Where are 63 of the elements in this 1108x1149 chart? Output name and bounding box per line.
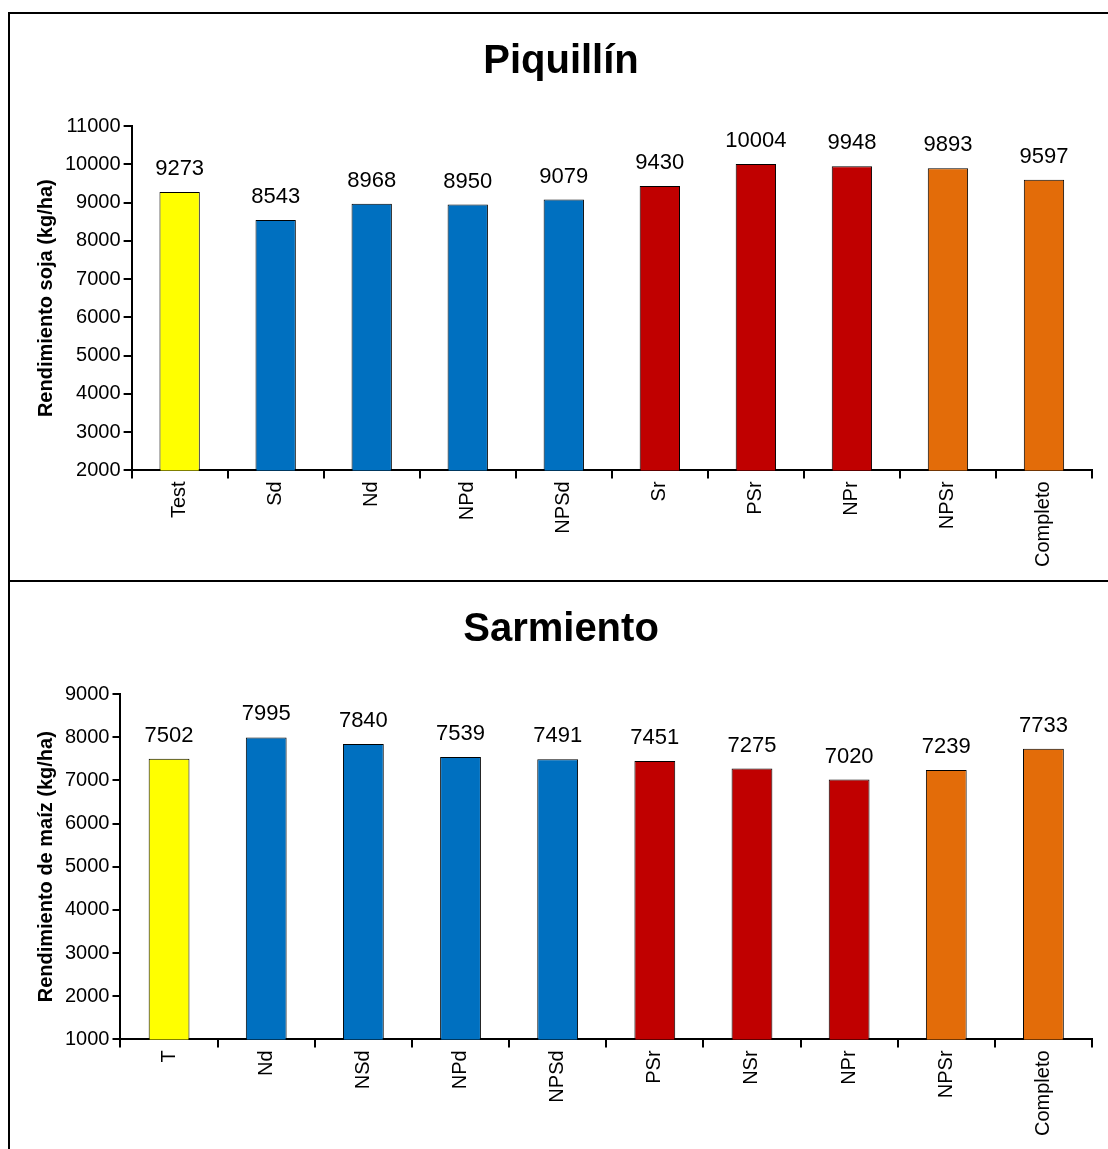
y-tick-label: 9000 bbox=[64, 681, 110, 704]
x-tick-label: NPSd bbox=[545, 1050, 568, 1103]
y-tick-label: 10000 bbox=[64, 151, 121, 174]
x-tick-label: PSr bbox=[743, 481, 766, 515]
x-tick-label: T bbox=[156, 1050, 179, 1063]
y-tick-label: 2000 bbox=[64, 983, 110, 1006]
data-label: 9430 bbox=[635, 149, 685, 175]
y-axis-title: Rendimiento de maíz (kg/ha) bbox=[33, 731, 56, 1003]
x-tick-label: Nd bbox=[359, 481, 382, 507]
data-label: 7733 bbox=[1018, 711, 1068, 737]
y-tick-label: 7000 bbox=[64, 767, 110, 790]
data-label: 7020 bbox=[824, 742, 874, 768]
data-label: 7995 bbox=[241, 700, 291, 726]
x-tick-label: Nd bbox=[253, 1050, 276, 1076]
x-tick-label: NPr bbox=[839, 481, 862, 516]
x-tick-label: NPSd bbox=[551, 481, 574, 534]
x-tick-label: NPSr bbox=[935, 481, 958, 530]
data-label: 9948 bbox=[827, 129, 877, 155]
data-label: 8543 bbox=[251, 183, 301, 209]
data-label: 7451 bbox=[630, 723, 680, 749]
y-tick-label: 8000 bbox=[64, 724, 110, 747]
x-tick-label: NPd bbox=[455, 481, 478, 521]
chart-title: Sarmiento bbox=[463, 605, 659, 650]
data-label: 7491 bbox=[533, 722, 583, 748]
x-tick-label: Test bbox=[167, 480, 190, 519]
x-tick-label: Completo bbox=[1030, 1050, 1053, 1137]
x-tick-label: NPr bbox=[836, 1050, 859, 1085]
data-label: 7502 bbox=[144, 721, 194, 747]
data-label: 8950 bbox=[443, 167, 493, 193]
y-axis-title: Rendimiento soja (kg/ha) bbox=[33, 179, 56, 418]
y-tick-label: 3000 bbox=[76, 419, 121, 442]
y-tick-label: 11000 bbox=[66, 113, 121, 136]
data-label: 7275 bbox=[727, 731, 777, 757]
chart-title: Piquillín bbox=[483, 37, 639, 82]
y-tick-label: 5000 bbox=[76, 343, 121, 366]
y-tick-label: 4000 bbox=[76, 381, 121, 404]
data-label: 9273 bbox=[155, 155, 205, 181]
y-tick-label: 8000 bbox=[76, 228, 121, 251]
y-tick-label: 2000 bbox=[76, 457, 121, 480]
x-tick-label: PSr bbox=[642, 1050, 665, 1084]
data-label: 10004 bbox=[725, 127, 787, 153]
y-tick-label: 1000 bbox=[64, 1026, 110, 1049]
x-tick-label: Sd bbox=[263, 481, 286, 506]
y-tick-label: 9000 bbox=[76, 190, 121, 213]
x-tick-label: Sr bbox=[647, 481, 670, 502]
y-tick-label: 6000 bbox=[76, 304, 121, 327]
data-label: 9079 bbox=[539, 162, 589, 188]
x-tick-label: NSd bbox=[350, 1050, 373, 1090]
y-tick-label: 6000 bbox=[64, 811, 110, 834]
data-label: 7539 bbox=[436, 720, 485, 746]
y-tick-label: 3000 bbox=[64, 940, 110, 963]
y-tick-label: 7000 bbox=[76, 266, 121, 289]
data-label: 7239 bbox=[921, 733, 971, 759]
data-label: 9597 bbox=[1019, 142, 1069, 168]
data-label: 8968 bbox=[347, 166, 397, 192]
x-tick-label: NPd bbox=[448, 1050, 471, 1090]
y-tick-label: 5000 bbox=[64, 854, 110, 877]
data-label: 9893 bbox=[923, 131, 973, 157]
y-tick-label: 4000 bbox=[64, 897, 110, 920]
x-tick-label: NSr bbox=[739, 1050, 762, 1085]
x-tick-label: Completo bbox=[1031, 481, 1054, 568]
data-label: 7840 bbox=[338, 707, 388, 733]
x-tick-label: NPSr bbox=[933, 1050, 956, 1099]
